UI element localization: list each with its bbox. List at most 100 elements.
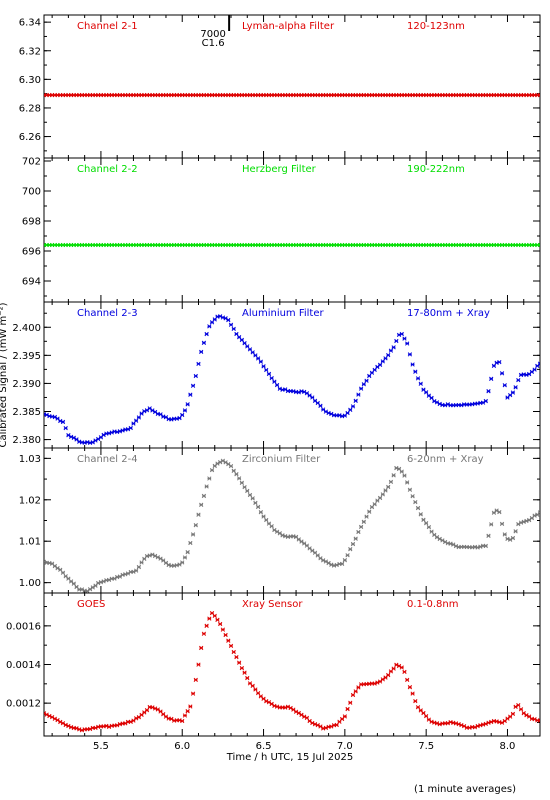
data-point — [502, 532, 507, 537]
data-point — [483, 543, 488, 549]
data-point — [353, 689, 358, 694]
panel-channel-label: Channel 2-3 — [77, 308, 138, 319]
data-point — [513, 529, 518, 534]
data-point — [264, 517, 269, 523]
x-tick-label: 5.5 — [93, 741, 109, 752]
y-tick-label: 1.03 — [19, 454, 41, 465]
data-points — [44, 92, 540, 98]
data-point — [391, 345, 396, 350]
data-point-stroke — [537, 511, 540, 515]
data-point — [188, 392, 193, 397]
y-tick-label: 2.395 — [12, 351, 41, 362]
data-point — [342, 558, 348, 563]
data-point — [407, 685, 413, 690]
data-point — [212, 613, 217, 619]
panel-filter-label: Lyman-alpha Filter — [242, 21, 335, 32]
data-point — [269, 524, 274, 529]
data-point — [231, 326, 236, 332]
data-point — [537, 510, 540, 515]
data-point — [204, 484, 209, 489]
y-tick-label: 0.0016 — [6, 621, 41, 632]
data-point — [193, 373, 198, 379]
panel-frame — [43, 157, 541, 303]
data-point — [215, 617, 220, 622]
data-point-stroke — [537, 362, 540, 366]
data-point — [356, 392, 361, 397]
data-point — [499, 521, 505, 527]
y-tick-label: 696 — [22, 247, 41, 258]
data-point — [497, 359, 502, 365]
data-point — [339, 561, 345, 566]
data-point — [253, 687, 258, 692]
data-point — [242, 484, 247, 490]
data-point — [415, 376, 421, 381]
panel-4: 1.00 1.01 1.02 1.03 Channel 2-4 Zirconium Fil… — [19, 447, 541, 594]
data-point — [234, 472, 239, 477]
data-point — [247, 492, 253, 498]
data-point — [258, 510, 263, 515]
y-tick-label: 6.32 — [19, 46, 41, 57]
y-tick-label: 1.02 — [19, 495, 41, 506]
panel-filter-label: Zirconium Filter — [242, 454, 321, 465]
data-point — [415, 505, 421, 511]
panel-channel-label: Channel 2-2 — [77, 164, 138, 175]
y-tick-label: 6.34 — [19, 18, 41, 29]
x-tick-label: 6.0 — [174, 741, 190, 752]
panel-range-label: 6-20nm + Xray — [407, 454, 484, 465]
data-point — [391, 666, 396, 671]
data-point-stroke — [44, 413, 47, 417]
data-point — [185, 550, 190, 555]
panel-channel-label: Channel 2-1 — [77, 21, 138, 32]
panel-frame — [43, 592, 541, 737]
data-point — [196, 361, 201, 367]
y-tick-label: 2.390 — [12, 379, 41, 390]
data-point — [394, 338, 399, 344]
data-point — [497, 509, 502, 515]
data-point — [182, 555, 188, 560]
data-point-stroke — [537, 719, 540, 723]
data-point — [410, 362, 415, 367]
data-point — [413, 369, 418, 374]
data-point — [236, 476, 242, 481]
data-point-stroke — [44, 711, 47, 714]
data-point — [383, 488, 388, 493]
x-tick-label: 8.0 — [500, 741, 516, 752]
data-point — [245, 488, 250, 494]
data-point — [364, 514, 369, 519]
data-point — [358, 524, 364, 530]
data-point — [253, 500, 258, 506]
data-point — [426, 525, 432, 530]
data-point — [532, 367, 537, 372]
data-points — [44, 610, 540, 733]
data-point — [361, 519, 366, 524]
data-point — [236, 660, 242, 665]
data-point — [358, 386, 364, 391]
y-tick-label: 6.30 — [19, 75, 41, 86]
panel-3: 2.380 2.385 2.390 2.395 2.400 Channel 2-3 Alum… — [12, 301, 541, 449]
data-point — [60, 570, 66, 575]
data-points — [44, 242, 540, 248]
y-tick-label: 1.00 — [19, 578, 41, 589]
data-point — [274, 382, 280, 388]
data-point — [63, 425, 68, 431]
data-point — [537, 92, 540, 98]
data-point-stroke — [537, 92, 540, 96]
panel-channel-label: GOES — [77, 599, 105, 610]
data-point — [209, 467, 215, 473]
data-point — [180, 560, 185, 565]
y-tick-label: 2.385 — [12, 407, 41, 418]
data-point — [350, 404, 356, 409]
data-point — [269, 375, 274, 381]
panel-frame — [43, 301, 541, 449]
data-point — [201, 493, 207, 499]
data-point — [60, 419, 66, 425]
data-point — [537, 718, 540, 723]
data-point — [372, 502, 377, 507]
y-tick-label: 2.380 — [12, 435, 41, 446]
data-point — [364, 378, 369, 383]
x-axis-label: Time / h UTC, 15 Jul 2025 — [226, 752, 354, 763]
data-point — [264, 367, 269, 373]
data-point — [201, 340, 207, 345]
y-tick-label: 6.26 — [19, 132, 41, 143]
data-point — [418, 512, 423, 517]
